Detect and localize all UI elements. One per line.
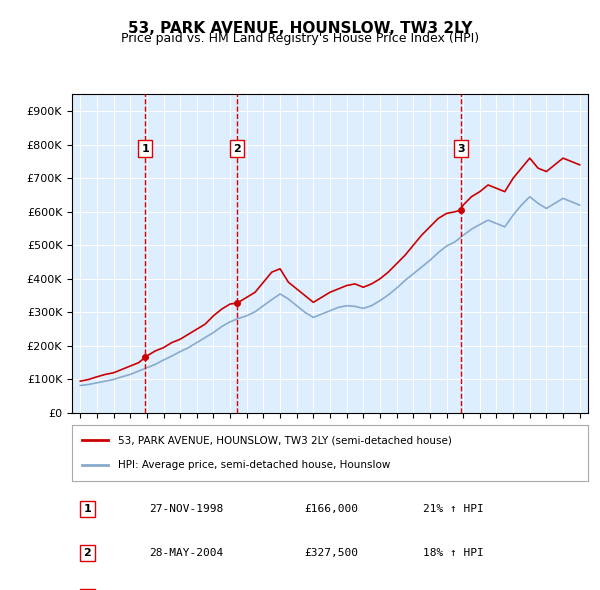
Text: 1: 1 xyxy=(142,143,149,153)
Text: 2: 2 xyxy=(83,548,91,558)
Text: Price paid vs. HM Land Registry's House Price Index (HPI): Price paid vs. HM Land Registry's House … xyxy=(121,32,479,45)
Text: 53, PARK AVENUE, HOUNSLOW, TW3 2LY: 53, PARK AVENUE, HOUNSLOW, TW3 2LY xyxy=(128,21,472,35)
Text: HPI: Average price, semi-detached house, Hounslow: HPI: Average price, semi-detached house,… xyxy=(118,460,391,470)
Text: £166,000: £166,000 xyxy=(304,504,358,514)
Text: 2: 2 xyxy=(233,143,241,153)
Text: 27-NOV-1998: 27-NOV-1998 xyxy=(149,504,224,514)
Text: 18% ↑ HPI: 18% ↑ HPI xyxy=(423,548,484,558)
Text: 53, PARK AVENUE, HOUNSLOW, TW3 2LY (semi-detached house): 53, PARK AVENUE, HOUNSLOW, TW3 2LY (semi… xyxy=(118,435,452,445)
Text: 21% ↑ HPI: 21% ↑ HPI xyxy=(423,504,484,514)
Text: 28-MAY-2004: 28-MAY-2004 xyxy=(149,548,224,558)
Text: 3: 3 xyxy=(457,143,464,153)
Text: 1: 1 xyxy=(83,504,91,514)
Text: £327,500: £327,500 xyxy=(304,548,358,558)
